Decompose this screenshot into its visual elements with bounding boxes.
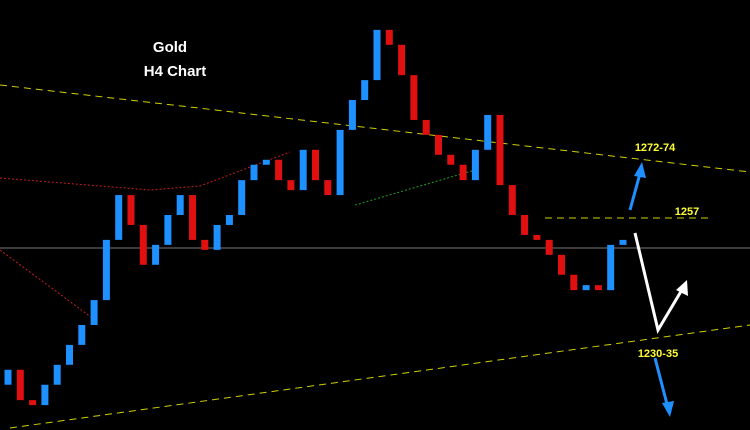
- candle-body: [287, 180, 295, 191]
- candle-body: [324, 180, 332, 196]
- level-label: 1230-35: [638, 348, 678, 360]
- candle-body: [422, 119, 430, 135]
- candle-body: [545, 239, 553, 255]
- candle-body: [582, 285, 590, 291]
- candle-body: [619, 239, 627, 245]
- candle-body: [16, 369, 24, 401]
- candle-body: [127, 195, 135, 225]
- candle-body: [521, 215, 529, 235]
- candle-body: [594, 285, 602, 291]
- candle-body: [115, 195, 123, 240]
- candle-body: [373, 29, 381, 81]
- candle-body: [312, 149, 319, 181]
- candle-body: [570, 274, 578, 291]
- candle-body: [225, 215, 233, 225]
- trend-line: [354, 169, 476, 206]
- support-line: [9, 324, 750, 429]
- candle-body: [164, 215, 172, 245]
- candle-body: [275, 159, 283, 181]
- candle-body: [410, 75, 418, 120]
- candle-body: [533, 234, 541, 240]
- candles: [4, 29, 627, 406]
- level-label: 1257: [675, 206, 699, 218]
- chart-title: Gold: [153, 39, 187, 56]
- candle-body: [484, 114, 492, 150]
- trend-line: [0, 151, 291, 191]
- candle-body: [176, 195, 184, 215]
- candle-body: [4, 369, 12, 385]
- candle-body: [189, 195, 196, 240]
- candle-body: [90, 300, 98, 325]
- candle-body: [299, 149, 307, 191]
- candle-body: [558, 254, 565, 275]
- candle-body: [348, 100, 356, 130]
- candle-body: [238, 180, 246, 215]
- candle-body: [250, 164, 258, 181]
- level-label: 1272-74: [635, 142, 676, 154]
- candle-body: [53, 364, 61, 385]
- candle-body: [459, 164, 467, 181]
- candle-body: [41, 384, 49, 406]
- candle-body: [435, 134, 442, 155]
- candle-body: [66, 344, 73, 365]
- candle-body: [29, 400, 37, 406]
- trend-line: [0, 249, 96, 321]
- candle-body: [385, 29, 393, 45]
- candle-body: [508, 185, 516, 215]
- candle-body: [398, 44, 406, 76]
- candle-body: [607, 244, 615, 291]
- chart-subtitle: H4 Chart: [144, 63, 207, 80]
- arrows: [628, 162, 688, 417]
- candle-body: [361, 80, 369, 101]
- candle-body: [262, 159, 270, 165]
- candle-body: [78, 324, 86, 345]
- candle-body: [496, 114, 504, 186]
- candle-body: [102, 239, 110, 301]
- candle-body: [471, 149, 479, 181]
- candle-body: [213, 224, 221, 250]
- candle-body: [201, 239, 209, 250]
- candle-body: [336, 129, 344, 196]
- resistance-line: [0, 84, 750, 173]
- candle-body: [447, 154, 455, 165]
- candle-body: [152, 244, 160, 265]
- candle-body: [139, 224, 147, 265]
